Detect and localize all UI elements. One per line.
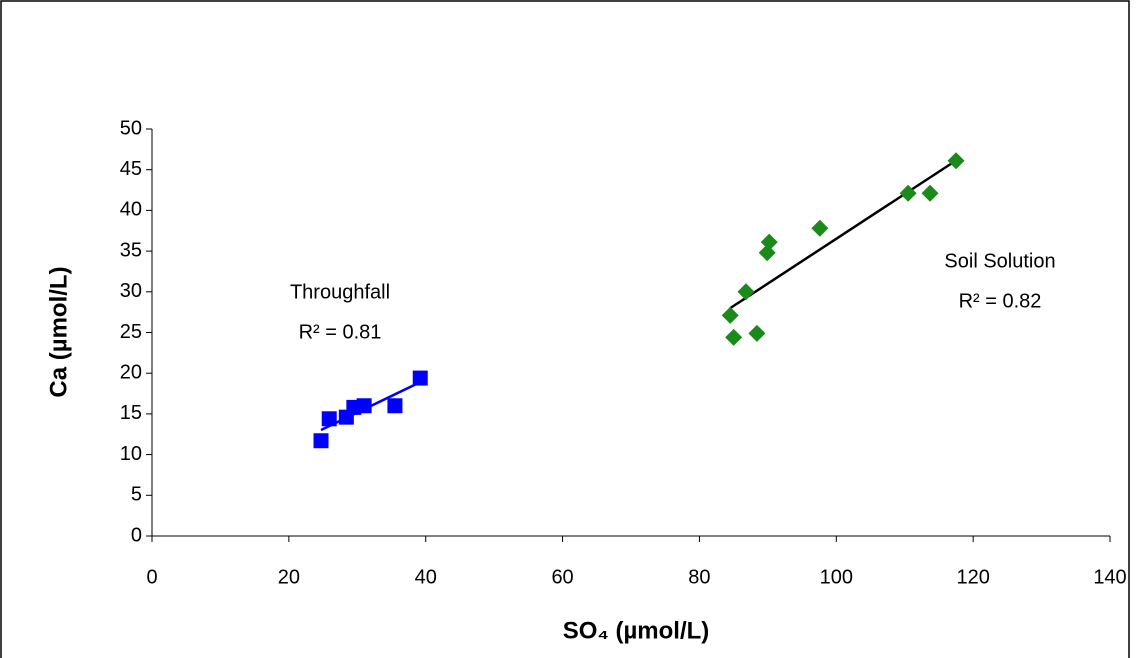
y-tick-label: 15 <box>120 402 142 424</box>
r-squared: R² = 0.81 <box>299 321 382 343</box>
x-tick-label: 80 <box>688 566 710 588</box>
series-label: Soil Solution <box>944 250 1055 272</box>
x-tick-label: 60 <box>551 566 573 588</box>
marker <box>356 398 372 414</box>
y-tick-label: 40 <box>120 199 142 221</box>
marker <box>313 433 329 449</box>
marker <box>387 398 403 414</box>
y-tick-label: 0 <box>131 524 142 546</box>
y-tick-label: 10 <box>120 443 142 465</box>
x-tick-label: 20 <box>278 566 300 588</box>
marker <box>737 283 755 301</box>
series-label: Throughfall <box>290 281 390 303</box>
marker <box>758 244 776 262</box>
x-tick-label: 0 <box>146 566 157 588</box>
trendline <box>729 159 957 310</box>
marker <box>721 306 739 324</box>
x-tick-label: 40 <box>415 566 437 588</box>
r-squared: R² = 0.82 <box>959 290 1042 312</box>
marker <box>947 152 965 170</box>
x-tick-label: 140 <box>1093 566 1126 588</box>
y-axis-title: Ca (µmol/L) <box>45 266 72 397</box>
y-tick-label: 30 <box>120 280 142 302</box>
marker <box>811 219 829 237</box>
marker <box>921 184 939 202</box>
marker <box>321 411 337 427</box>
x-axis-title: SO₄ (µmol/L) <box>563 617 710 644</box>
x-tick-label: 100 <box>820 566 853 588</box>
y-tick-label: 5 <box>131 484 142 506</box>
marker <box>760 233 778 251</box>
y-tick-label: 35 <box>120 239 142 261</box>
y-tick-label: 20 <box>120 361 142 383</box>
y-tick-label: 25 <box>120 321 142 343</box>
y-tick-label: 45 <box>120 158 142 180</box>
marker <box>725 328 743 346</box>
marker <box>412 370 428 386</box>
marker <box>899 184 917 202</box>
marker <box>748 324 766 342</box>
y-tick-label: 50 <box>120 117 142 139</box>
x-tick-label: 120 <box>956 566 989 588</box>
